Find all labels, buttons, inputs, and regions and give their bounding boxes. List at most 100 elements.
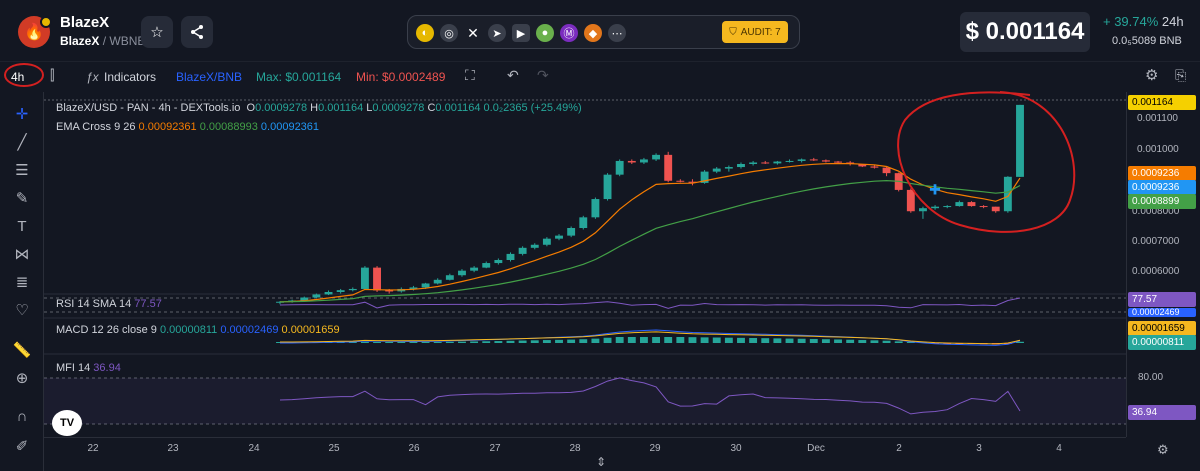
- favorite-star-button[interactable]: ☆: [141, 16, 173, 48]
- magnet-icon[interactable]: ∩: [16, 407, 28, 425]
- mfi-tick: 80.00: [1138, 372, 1164, 383]
- candle-body: [664, 154, 673, 181]
- candle-body: [373, 267, 381, 291]
- undo-icon[interactable]: ↶: [507, 67, 519, 83]
- coinmarketcap-icon[interactable]: Ⓜ: [560, 24, 578, 42]
- macd-histogram-bar: [639, 337, 648, 343]
- resize-handle-icon[interactable]: ⇕: [596, 455, 607, 469]
- trendline-icon[interactable]: ╱: [17, 134, 27, 151]
- candle-body: [761, 162, 770, 164]
- fullscreen-icon[interactable]: ⛶: [465, 67, 475, 83]
- settings-gear-icon[interactable]: ⚙: [1145, 67, 1159, 84]
- candle-body: [931, 206, 940, 209]
- x-tick: 22: [87, 443, 99, 454]
- macd-histogram-bar: [724, 337, 733, 343]
- candle-body: [870, 166, 879, 168]
- highlight-ellipse-annotation: [897, 91, 1076, 233]
- candle-body: [276, 301, 284, 303]
- macd-histogram-bar: [409, 342, 418, 343]
- axis-settings-icon[interactable]: ⚙: [1157, 442, 1169, 457]
- x-tick: 26: [408, 443, 420, 454]
- candle-body: [809, 159, 818, 161]
- high-value: 0.001164: [318, 102, 364, 114]
- close-value: 0.001164: [435, 102, 481, 114]
- macd-histogram-bar: [470, 341, 479, 343]
- token-info-icon[interactable]: ◐: [416, 24, 434, 42]
- ema-legend[interactable]: EMA Cross 9 26 0.00092361 0.00088993 0.0…: [56, 121, 319, 133]
- mfi-legend[interactable]: MFI 14 36.94: [56, 362, 121, 374]
- change-percent: + 39.74%: [1103, 14, 1159, 29]
- x-twitter-icon[interactable]: ✕: [467, 24, 479, 41]
- candle-body: [821, 160, 830, 162]
- mfi-line: [279, 377, 1021, 415]
- price-scale[interactable]: [1126, 92, 1200, 437]
- heart-icon[interactable]: ♡: [15, 302, 29, 319]
- horizontal-lines-icon[interactable]: ☰: [15, 162, 29, 179]
- ruler-icon[interactable]: 📏: [12, 342, 32, 359]
- macd-histogram-bar: [846, 339, 855, 343]
- macd-histogram-bar: [773, 338, 782, 343]
- candle-body: [919, 208, 927, 212]
- macd-histogram-bar: [397, 342, 406, 343]
- more-icon[interactable]: ⋯: [608, 24, 626, 42]
- candle-type-icon[interactable]: ⫿: [50, 67, 55, 83]
- youtube-icon[interactable]: ▶: [512, 24, 530, 42]
- brush-icon[interactable]: ✎: [15, 190, 29, 207]
- macd-histogram-bar: [482, 341, 491, 343]
- candle-body: [494, 260, 503, 264]
- candle-body: [579, 217, 588, 228]
- macd-line-value: 0.00002469: [220, 324, 279, 336]
- candle-body: [470, 267, 479, 271]
- macd-signal-tag: 0.00001659: [1128, 321, 1196, 336]
- telegram-icon[interactable]: ➤: [488, 24, 506, 42]
- macd-histogram-bar: [894, 341, 903, 343]
- macd-histogram-bar: [700, 337, 709, 343]
- token-name: BlazeX: [60, 14, 110, 31]
- x-tick: 23: [167, 443, 179, 454]
- x-tick: Dec: [807, 443, 825, 454]
- candle-body: [518, 247, 527, 254]
- redo-icon[interactable]: ↷: [537, 67, 549, 83]
- candle-body: [639, 159, 648, 163]
- macd-histogram-bar: [300, 342, 309, 343]
- camera-screenshot-icon[interactable]: ⎘: [1175, 67, 1187, 83]
- pattern-icon[interactable]: ⋈: [14, 246, 30, 263]
- candle-body: [555, 235, 563, 239]
- metamask-fox-icon[interactable]: ◆: [584, 24, 602, 42]
- macd-legend[interactable]: MACD 12 26 close 9 0.00000811 0.00002469…: [56, 324, 340, 336]
- website-globe-icon[interactable]: ◎: [440, 24, 458, 42]
- indicators-button[interactable]: Indicators: [104, 70, 157, 84]
- share-button[interactable]: [181, 16, 213, 48]
- candle-body: [360, 267, 369, 289]
- pair-name[interactable]: BlazeX / WBNB: [60, 34, 145, 48]
- macd-histogram-bar: [979, 343, 988, 345]
- time-axis[interactable]: [44, 437, 1126, 461]
- macd-histogram-bar: [494, 341, 503, 343]
- bnb-unit: BNB: [1159, 35, 1182, 47]
- audit-badge[interactable]: ⛉ AUDIT: 7: [722, 21, 788, 43]
- lock-pencil-icon[interactable]: ✐: [15, 438, 29, 455]
- macd-histogram-bar: [955, 343, 964, 344]
- macd-hist-value: 0.00000811: [159, 324, 218, 336]
- tradingview-logo[interactable]: TV: [52, 410, 82, 436]
- macd-histogram-bar: [385, 342, 394, 343]
- indicators-fx-icon: ƒx: [86, 70, 99, 84]
- rsi-legend[interactable]: RSI 14 SMA 14 77.57: [56, 298, 162, 310]
- fib-icon[interactable]: ≣: [15, 274, 29, 291]
- text-tool-icon[interactable]: T: [17, 217, 27, 235]
- zoom-in-icon[interactable]: ⊕: [15, 370, 29, 387]
- macd-histogram-bar: [506, 340, 515, 343]
- ema-cross-tag: 0.0009236: [1128, 180, 1196, 195]
- macd-histogram-bar: [712, 337, 721, 343]
- coingecko-icon[interactable]: ●: [536, 24, 554, 42]
- pair-switch-button[interactable]: BlazeX/BNB: [176, 70, 243, 84]
- macd-histogram-bar: [445, 341, 454, 343]
- candle-body: [979, 206, 988, 208]
- macd-histogram-bar: [737, 337, 745, 343]
- candle-body: [943, 206, 952, 208]
- candle-body: [737, 164, 745, 168]
- crosshair-icon[interactable]: ✛: [15, 106, 29, 123]
- macd-histogram-bar: [530, 340, 539, 343]
- macd-histogram-bar: [627, 337, 636, 343]
- macd-histogram-bar: [579, 339, 588, 343]
